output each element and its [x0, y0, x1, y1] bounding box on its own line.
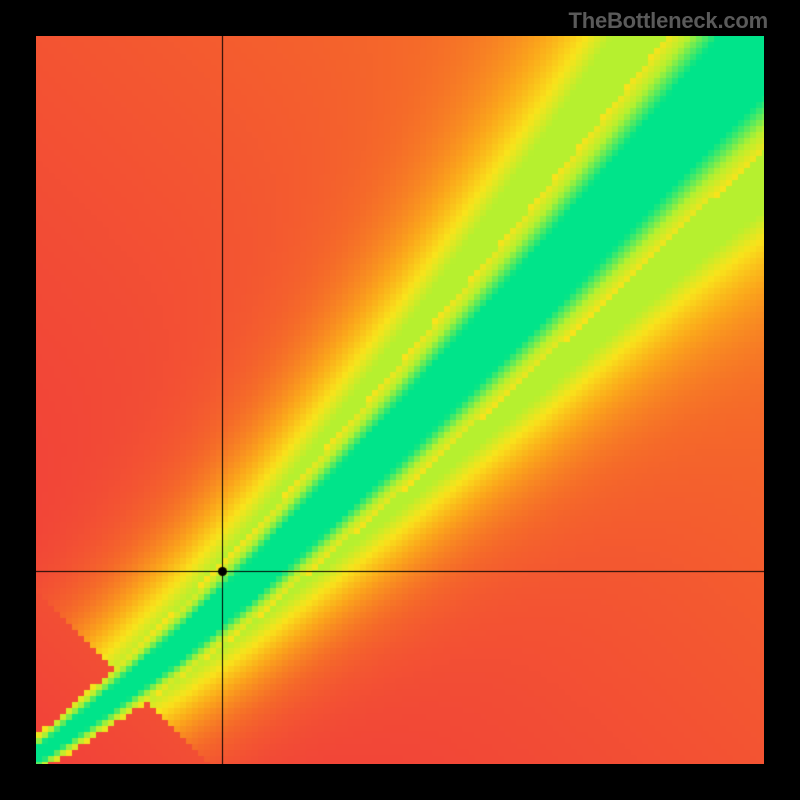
- heatmap-canvas: [36, 36, 764, 764]
- attribution-text: TheBottleneck.com: [568, 8, 768, 34]
- heatmap-plot: [36, 36, 764, 764]
